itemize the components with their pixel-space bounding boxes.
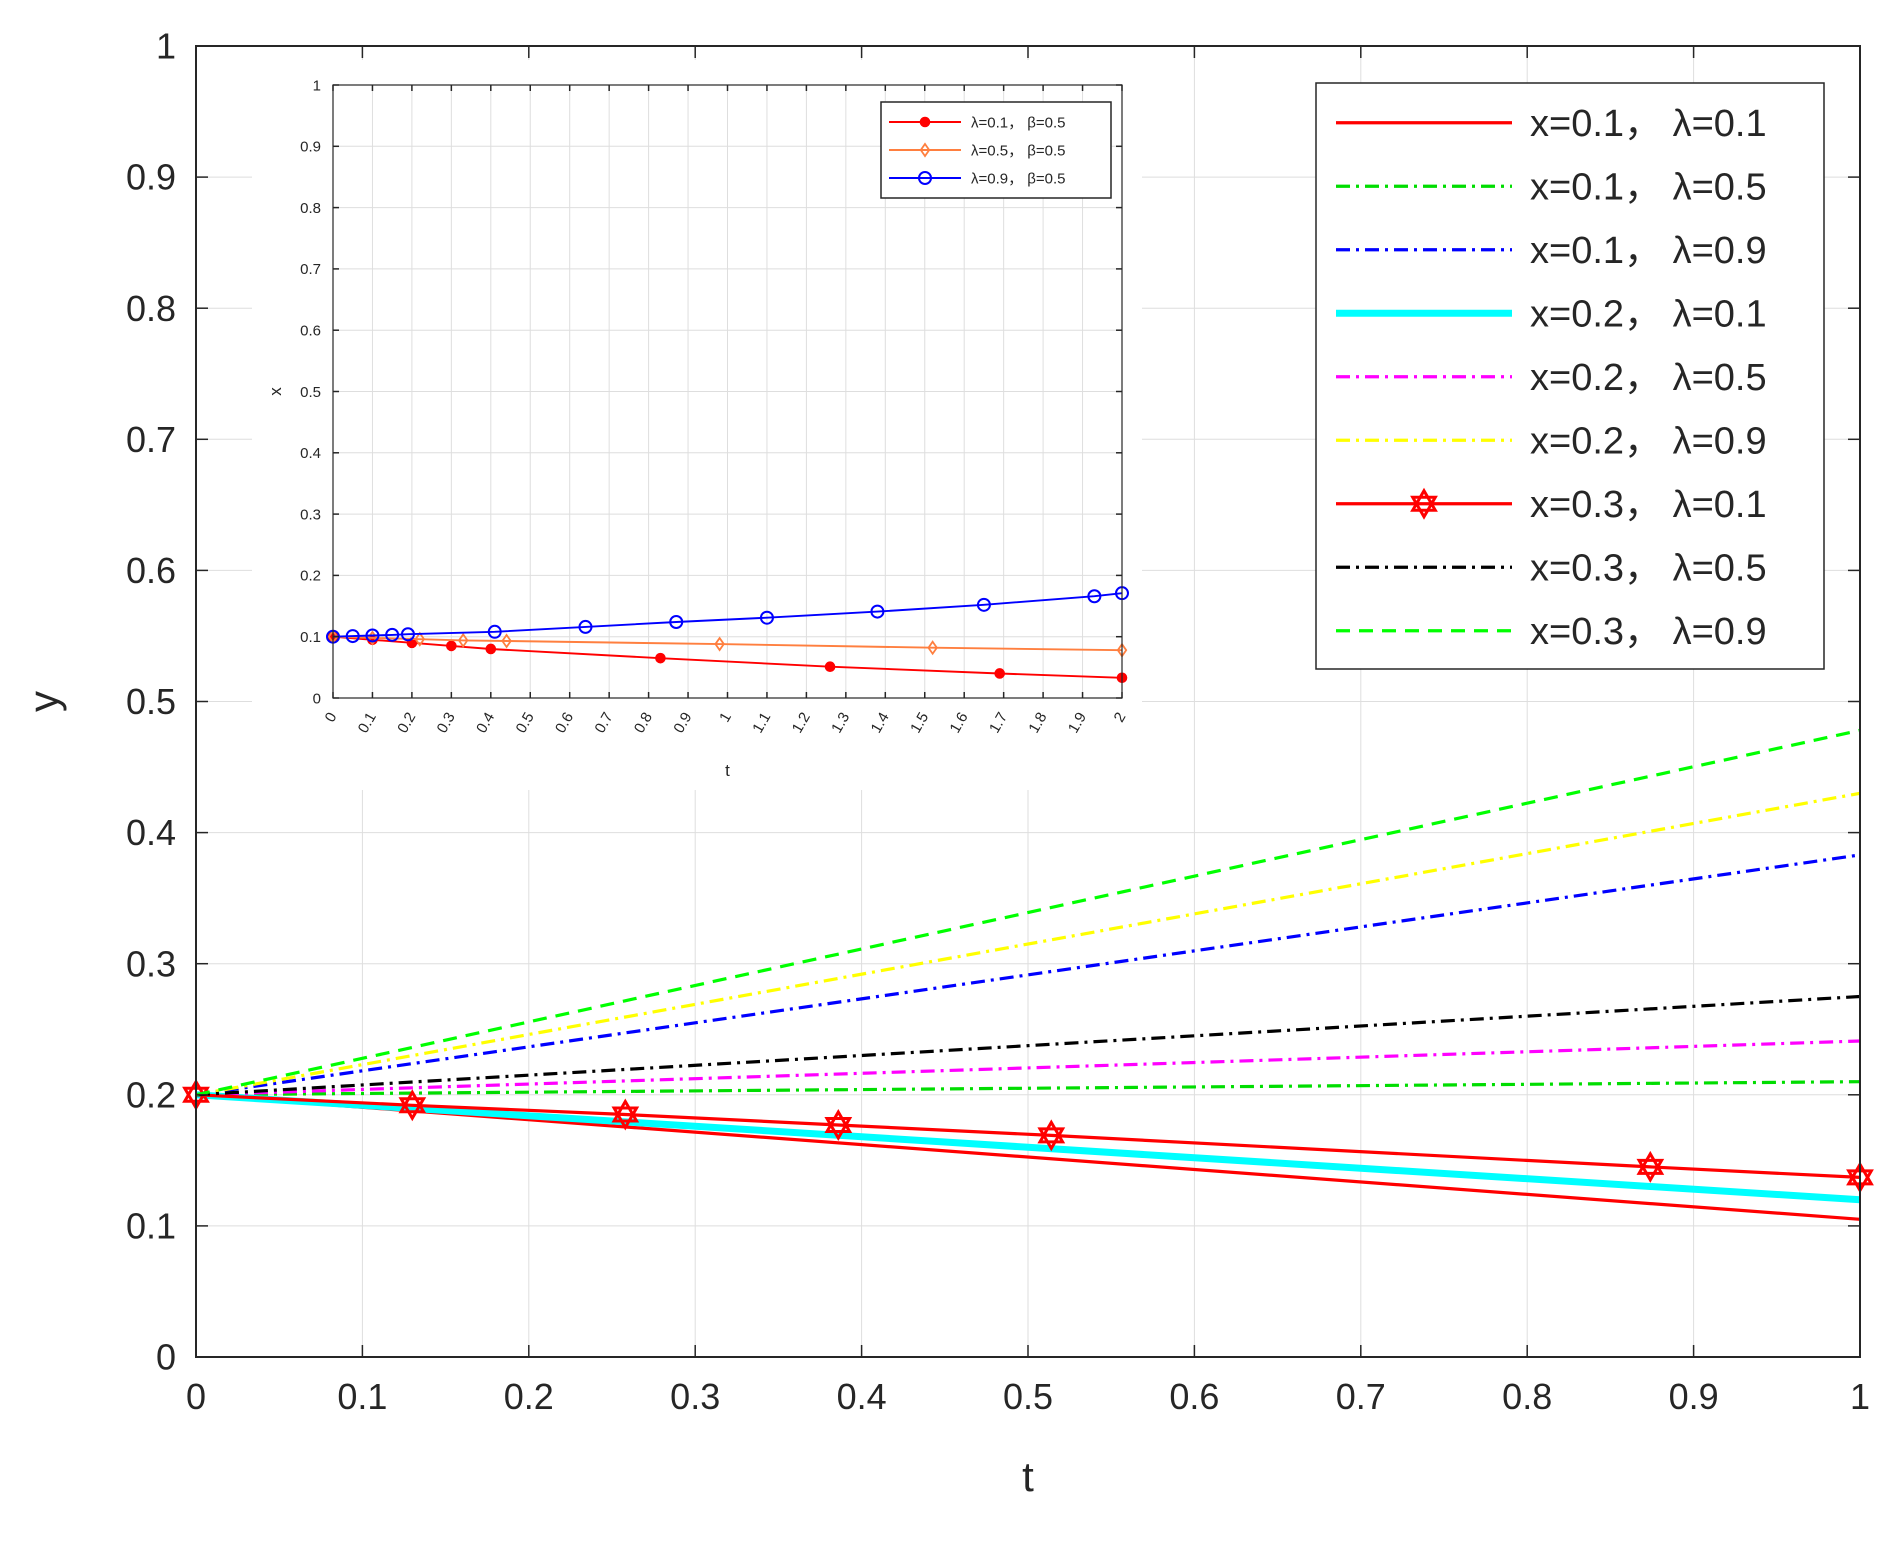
inset-chart-y-tick-label: 1 <box>313 77 321 94</box>
main-chart-legend-label-8: x=0.3， λ=0.5 <box>1530 548 1767 590</box>
inset-chart-legend: λ=0.1， β=0.5 λ=0.5， β=0.5 λ=0.9， β=0.5 <box>880 101 1112 199</box>
inset-chart-series-3-point <box>578 619 593 634</box>
inset-chart-series-2-point <box>457 632 469 648</box>
inset-chart-y-axis-label: x <box>266 387 285 396</box>
inset-chart-legend-label-1: λ=0.1， β=0.5 <box>971 114 1066 131</box>
inset-chart-y-tick-label: 0.2 <box>300 568 321 585</box>
main-chart-legend-label-6: x=0.2， λ=0.9 <box>1530 421 1767 463</box>
main-chart-x-tick-label: 0.9 <box>1669 1376 1719 1417</box>
main-chart-y-tick-label: 0.8 <box>126 288 176 329</box>
inset-chart-series-3-point <box>385 627 400 642</box>
inset-chart-series-1-point <box>824 661 836 673</box>
main-chart-legend: x=0.1， λ=0.1 x=0.1， λ=0.5 x=0.1， λ=0.9 x=0.… <box>1315 82 1825 670</box>
main-chart-y-tick-label: 0.7 <box>126 419 176 460</box>
inset-chart-series-3-point <box>345 629 360 644</box>
main-chart-legend-marker <box>1410 487 1438 520</box>
main-chart-x-tick-label: 0.8 <box>1502 1376 1552 1417</box>
main-chart-series-line-3 <box>195 853 1861 1097</box>
inset-chart-series-line-2 <box>332 635 1123 652</box>
main-chart-legend-label-2: x=0.1， λ=0.5 <box>1530 167 1767 209</box>
inset-chart-legend-marker <box>919 116 931 128</box>
inset-chart-y-tick-label: 0.5 <box>300 384 321 401</box>
main-chart-legend-label-9: x=0.3， λ=0.9 <box>1530 611 1767 653</box>
main-chart-y-tick-label: 0.4 <box>126 812 176 853</box>
inset-chart-legend-marker <box>918 171 932 185</box>
inset-chart-series-1-point <box>655 652 666 664</box>
main-chart-series-7-point <box>1636 1150 1665 1183</box>
main-chart-series-line-9 <box>195 728 1861 1097</box>
main-chart-legend-label-1: x=0.1， λ=0.1 <box>1530 103 1767 145</box>
inset-chart-series-1-point <box>485 643 497 655</box>
inset-chart: 0 0.1 0.2 0.3 0.4 0.5 0.6 0.7 0.8 0.9 1 1.1 1.2 1.3 1.… <box>266 77 1129 780</box>
main-chart-x-tick-label: 0.5 <box>1003 1376 1053 1417</box>
main-chart-x-tick-label: 0.2 <box>504 1376 554 1417</box>
inset-chart-y-tick-label: 0 <box>313 690 321 707</box>
main-chart-legend-label-4: x=0.2， λ=0.1 <box>1530 294 1767 336</box>
inset-chart-series-1-point <box>446 640 457 652</box>
main-chart-series-line-7 <box>195 1093 1861 1179</box>
main-chart-series-7-point <box>611 1098 640 1131</box>
main-chart-y-tick-label: 0.6 <box>126 550 176 591</box>
inset-chart-series-1-point <box>994 668 1006 679</box>
inset-chart-y-tick-label: 0.7 <box>300 261 321 278</box>
inset-chart-series-3-point <box>365 628 380 643</box>
main-chart-y-tick-label: 0.5 <box>126 681 176 722</box>
inset-chart-series-3-point <box>1087 589 1102 604</box>
inset-chart-series-3-point <box>759 610 774 625</box>
inset-chart-y-tick-label: 0.1 <box>300 629 321 646</box>
main-chart-y-tick-label: 1 <box>156 26 176 67</box>
main-chart-legend-label-5: x=0.2， λ=0.5 <box>1530 357 1767 399</box>
inset-chart-series-3-point <box>487 624 502 639</box>
inset-chart-x-axis-label: t <box>725 761 730 780</box>
main-chart-x-axis-label: t <box>1022 1453 1034 1500</box>
inset-chart-y-tick-label: 0.6 <box>300 322 321 339</box>
inset-chart-series-2-point <box>501 633 512 649</box>
main-chart-y-tick-label: 0.9 <box>126 157 176 198</box>
main-chart-series-7-point <box>824 1109 853 1141</box>
main-chart-y-tick-label: 0.1 <box>126 1206 176 1247</box>
main-chart-x-tick-label: 1 <box>1850 1376 1870 1417</box>
inset-chart-series-3-point <box>400 627 415 642</box>
main-chart-series-7-point <box>398 1089 427 1122</box>
main-chart-legend-label-3: x=0.1， λ=0.9 <box>1530 230 1767 272</box>
main-chart-series-line-4 <box>195 1091 1861 1204</box>
inset-chart-series-2-point <box>714 636 725 652</box>
main-chart-y-tick-label: 0.2 <box>126 1074 176 1115</box>
inset-chart-legend-label-2: λ=0.5， β=0.5 <box>971 142 1066 159</box>
main-chart-series-line-2 <box>195 1080 1861 1097</box>
inset-chart-legend-marker <box>919 142 931 158</box>
inset-chart-legend-label-3: λ=0.9， β=0.5 <box>971 170 1066 187</box>
main-chart-legend-label-7: x=0.3， λ=0.1 <box>1530 484 1767 526</box>
main-chart-x-tick-label: 0.4 <box>837 1376 887 1417</box>
main-chart-y-tick-label: 0.3 <box>126 943 176 984</box>
main-chart-series-7-point <box>1037 1119 1066 1152</box>
main-chart-series-line-5 <box>195 1039 1861 1097</box>
inset-chart-series-3-point <box>669 614 684 629</box>
inset-chart-series-line-3 <box>332 592 1123 638</box>
inset-chart-series-3-point <box>870 604 885 619</box>
inset-chart-y-tick-label: 0.3 <box>300 506 321 523</box>
main-chart-y-axis-label: y <box>20 691 67 712</box>
main-chart-x-tick-label: 0.1 <box>337 1376 387 1417</box>
main-chart-x-tick-label: 0.3 <box>670 1376 720 1417</box>
main-chart-x-tick-label: 0.6 <box>1169 1376 1219 1417</box>
main-chart-y-tick-label: 0 <box>156 1337 176 1378</box>
main-chart-x-tick-label: 0.7 <box>1336 1376 1386 1417</box>
inset-chart-y-tick-label: 0.8 <box>300 200 321 217</box>
inset-chart-y-tick-label: 0.9 <box>300 139 321 156</box>
inset-chart-series-2-point <box>927 640 938 656</box>
main-chart-series-line-8 <box>195 994 1861 1097</box>
inset-chart-y-tick-label: 0.4 <box>300 445 321 462</box>
inset-chart-series-3-point <box>976 597 991 612</box>
main-chart-series-line-6 <box>195 791 1861 1097</box>
inset-chart-series-2-point <box>414 631 426 647</box>
main-chart-x-tick-label: 0 <box>186 1376 206 1417</box>
